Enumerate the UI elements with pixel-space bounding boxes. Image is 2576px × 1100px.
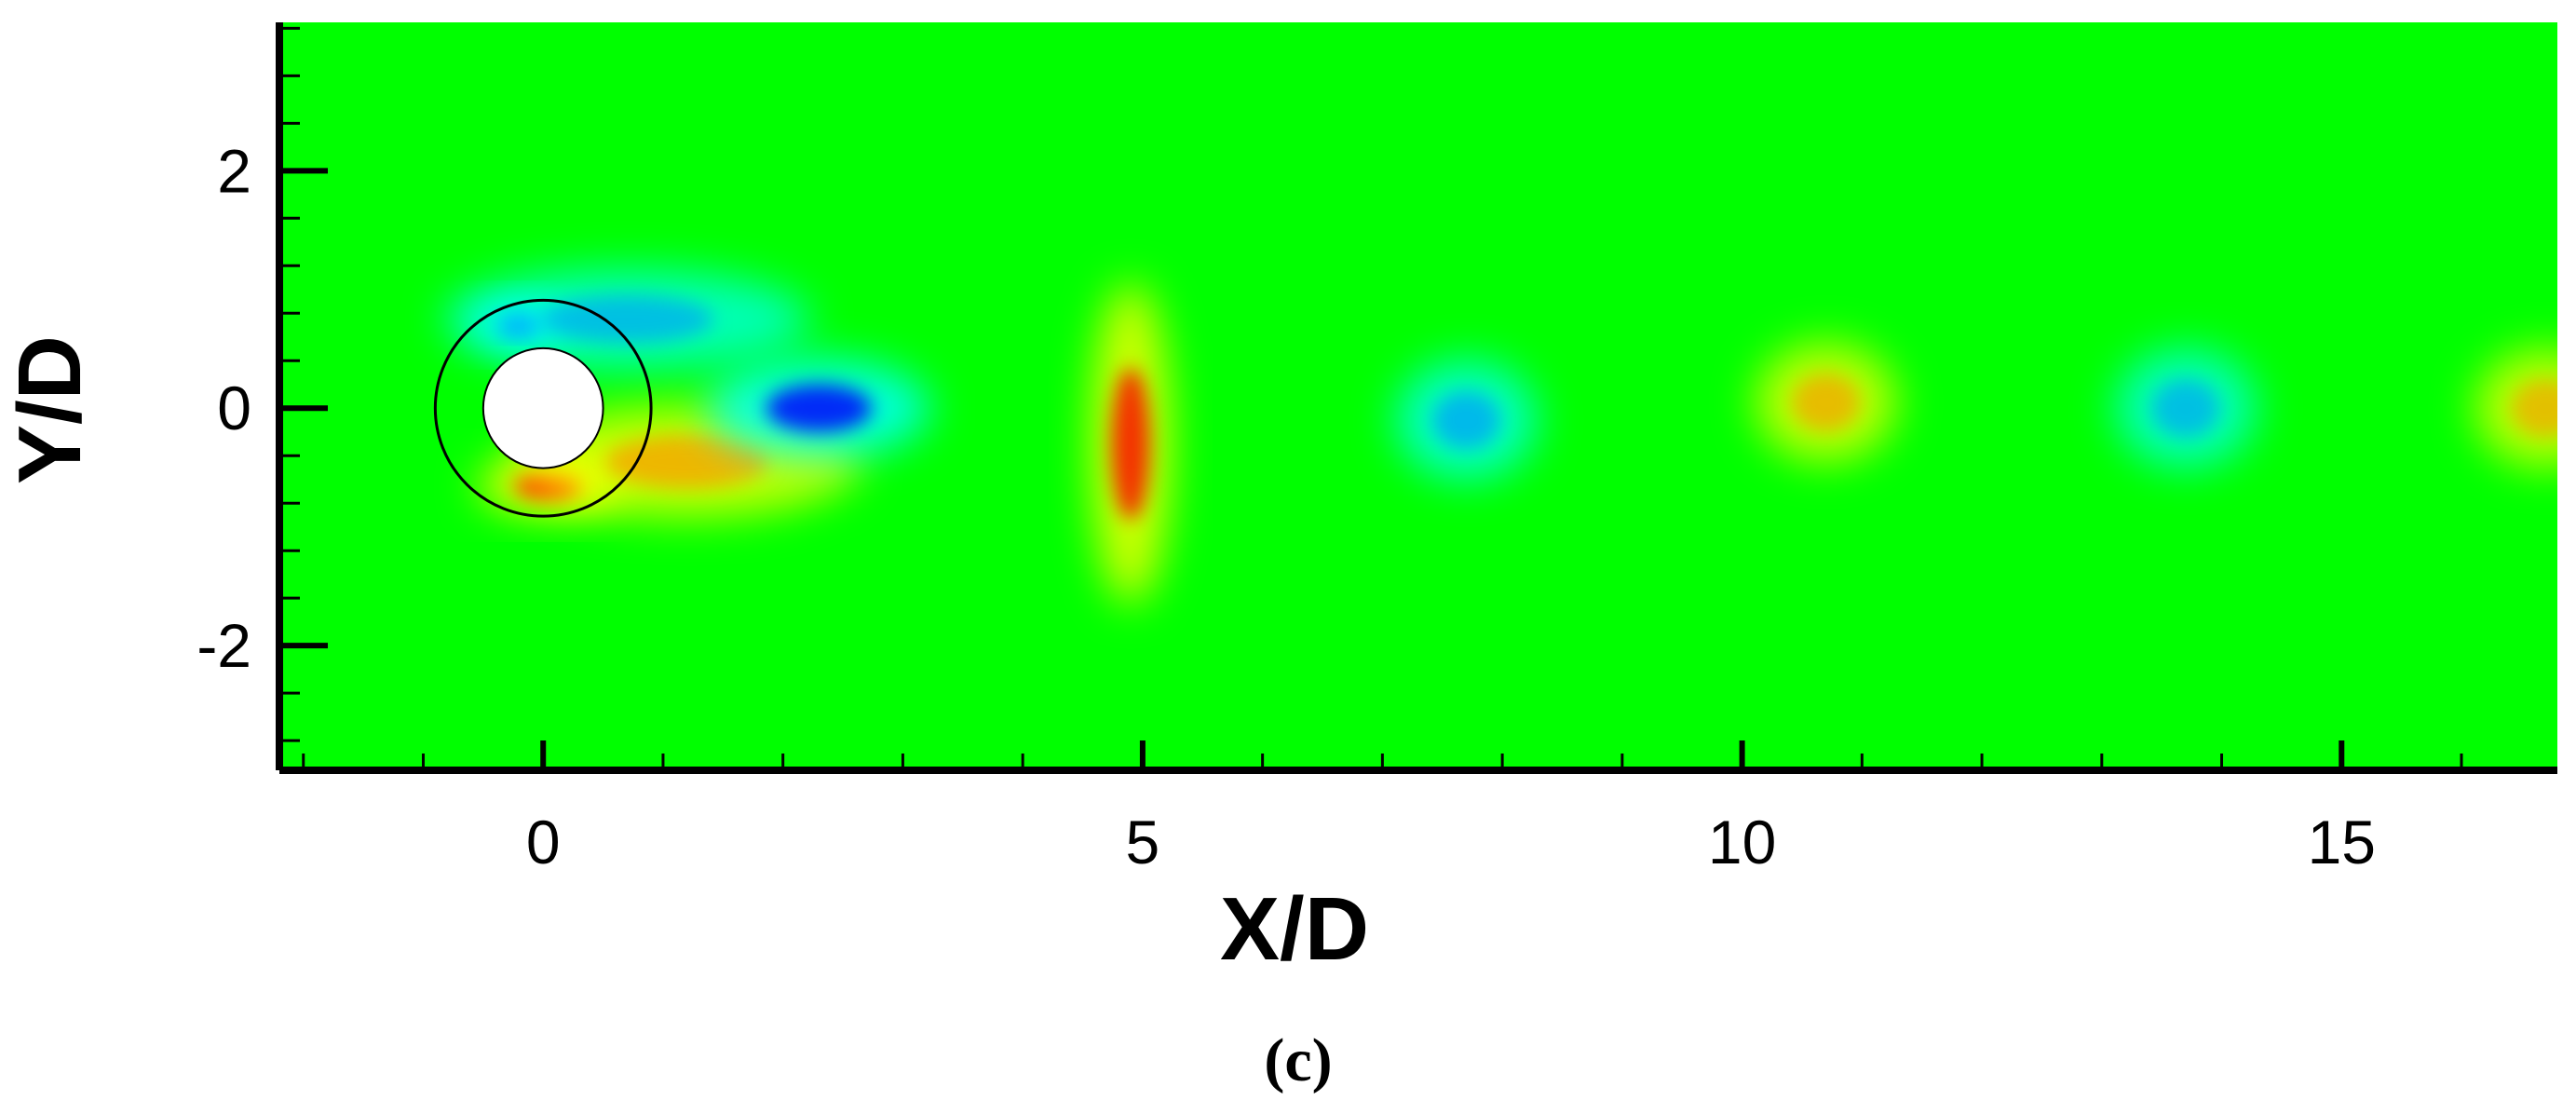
vortex-positive-6	[1090, 282, 1172, 605]
y-ticks: -2 0 2	[197, 26, 328, 742]
vortex-negative-5	[706, 358, 931, 459]
vortex-negative-2	[443, 268, 811, 370]
x-axis-title: X/D	[1220, 879, 1369, 979]
y-tick-label: -2	[197, 611, 251, 680]
x-tick-label: 0	[526, 808, 561, 876]
x-tick-label: 10	[1708, 808, 1776, 876]
vortex-positive-8	[1755, 341, 1898, 463]
x-tick-label: 15	[2308, 808, 2376, 876]
y-tick-label: 2	[217, 136, 251, 205]
outer-circle	[433, 298, 653, 518]
x-ticks: 0 5 10 15	[302, 740, 2463, 876]
vortex-negative-9	[2114, 347, 2257, 469]
y-axis-title: Y/D	[0, 335, 100, 484]
y-tick-label: 0	[217, 373, 251, 442]
x-tick-label: 5	[1126, 808, 1160, 876]
panel-label: (c)	[1264, 1026, 1332, 1094]
vortex-positive-10	[2474, 347, 2557, 469]
vortex-negative-7	[1394, 359, 1539, 481]
wake-features	[443, 268, 2557, 605]
plot-area	[279, 22, 2557, 770]
cylinder	[481, 346, 604, 469]
